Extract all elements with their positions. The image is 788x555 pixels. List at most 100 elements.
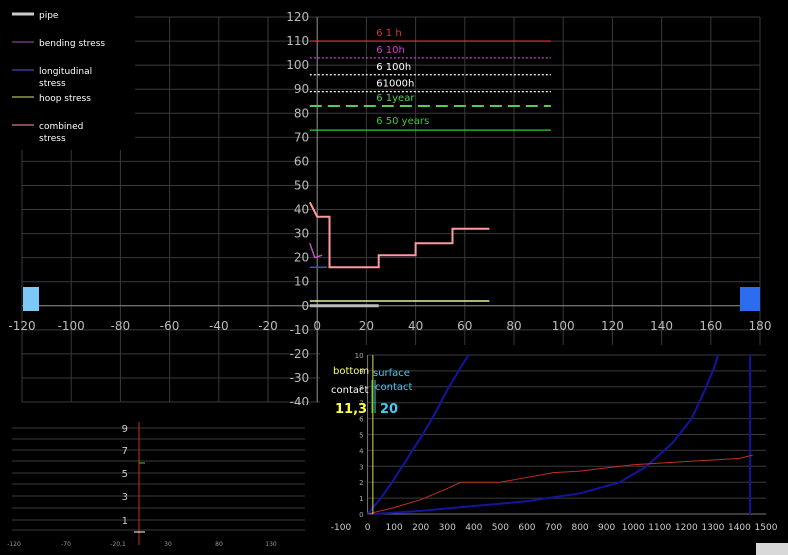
main-x-tick-label: 80 (506, 319, 521, 333)
main-x-tick-label: -40 (209, 319, 229, 333)
br-y-tick-label: 6 (359, 416, 364, 424)
sigma-line-label: 6 1year (376, 93, 415, 104)
br-series-curve-2 (372, 354, 720, 515)
sigma-line-label: 6 50 years (376, 116, 429, 127)
bl-y-tick-label: 1 (122, 516, 128, 527)
main-x-tick-label: 180 (749, 319, 772, 333)
br-x-tick-label: 1400 (728, 523, 751, 533)
legend-label: bending stress (39, 39, 105, 49)
bl-x-tick-label: 80 (215, 541, 223, 548)
br-y-tick-label: 1 (359, 495, 363, 503)
surface-contact-label: contact (375, 382, 413, 393)
main-x-tick-label: -100 (58, 319, 85, 333)
br-y-tick-label: 9 (359, 368, 363, 376)
br-y-tick-label: 10 (355, 352, 364, 360)
main-y-tick-label: 100 (286, 58, 309, 72)
main-y-tick-label: 60 (294, 154, 309, 168)
main-x-tick-label: -20 (258, 319, 278, 333)
br-x-tick-label: 1100 (648, 523, 671, 533)
br-x-tick-label: 1200 (675, 523, 698, 533)
br-series-curve-1 (366, 354, 470, 515)
br-series-red (367, 454, 753, 515)
br-x-tick-label: 600 (518, 523, 535, 533)
bl-x-tick-label: 130 (265, 541, 277, 548)
br-y-tick-label: 4 (359, 447, 364, 455)
main-y-tick-label: 50 (294, 178, 309, 192)
main-x-tick-label: 120 (601, 319, 624, 333)
bl-y-tick-label: 7 (122, 446, 128, 457)
br-y-tick-label: 0 (359, 511, 363, 519)
br-x-tick-label: 400 (465, 523, 482, 533)
main-y-tick-label: -10 (290, 323, 310, 337)
bl-x-tick-label: -120 (7, 541, 21, 548)
br-x-tick-label: 1300 (701, 523, 724, 533)
sigma-line-label: 6 10h (376, 45, 405, 56)
br-x-tick-label: -100 (331, 523, 352, 533)
bl-x-tick-label: -70 (61, 541, 71, 548)
bottom-label: bottom (333, 366, 369, 377)
br-x-tick-label: 800 (571, 523, 588, 533)
legend-label: hoop stress (39, 94, 91, 104)
main-x-tick-label: -80 (111, 319, 131, 333)
br-x-tick-label: 900 (598, 523, 615, 533)
main-y-tick-label: -30 (290, 371, 310, 385)
sigma-line-label: 61000h (376, 79, 414, 90)
main-y-tick-label: 80 (294, 106, 309, 120)
br-y-tick-label: 8 (359, 384, 363, 392)
bl-x-tick-label: 30 (164, 541, 172, 548)
main-x-tick-label: 160 (699, 319, 722, 333)
br-y-tick-label: 5 (359, 432, 363, 440)
main-x-tick-label: 20 (359, 319, 374, 333)
left-slider-handle[interactable] (23, 287, 39, 311)
br-x-tick-label: 200 (412, 523, 429, 533)
br-x-tick-label: 100 (386, 523, 403, 533)
main-y-tick-label: -20 (290, 347, 310, 361)
series-combined-stress (308, 201, 490, 269)
main-x-tick-label: 0 (313, 319, 321, 333)
br-y-tick-label: 3 (359, 463, 363, 471)
main-y-tick-label: 30 (294, 227, 309, 241)
main-x-tick-label: 140 (650, 319, 673, 333)
main-x-tick-label: -120 (8, 319, 35, 333)
br-x-tick-label: 500 (492, 523, 509, 533)
main-x-tick-label: 60 (457, 319, 472, 333)
main-x-tick-label: -60 (160, 319, 180, 333)
surface-contact-value: 20 (380, 402, 398, 417)
legend-label: stress (39, 79, 66, 89)
main-x-tick-label: 40 (408, 319, 423, 333)
legend-label: combined (39, 122, 83, 132)
br-y-tick-label: 2 (359, 479, 363, 487)
bl-y-tick-label: 9 (122, 424, 128, 435)
main-y-tick-label: 90 (294, 82, 309, 96)
surface-label: surface (373, 368, 410, 379)
bottom-contact-value: 11,3 (335, 402, 367, 417)
br-x-tick-label: 300 (439, 523, 456, 533)
contact-label: contact (331, 385, 369, 396)
main-y-tick-label: 110 (286, 34, 309, 48)
bl-x-tick-label: -20,1 (110, 541, 126, 548)
br-x-tick-label: 700 (545, 523, 562, 533)
sigma-line-label: 6 100h (376, 62, 411, 73)
bl-y-tick-label: 3 (122, 492, 128, 503)
bl-y-tick-label: 5 (122, 469, 128, 480)
main-y-tick-label: 10 (294, 275, 309, 289)
main-y-tick-label: 0 (302, 299, 310, 313)
br-x-tick-label: 1500 (755, 523, 778, 533)
right-slider-handle[interactable] (740, 287, 760, 311)
main-y-tick-label: 70 (294, 130, 309, 144)
legend-label: longitudinal (39, 67, 92, 77)
main-y-tick-label: 40 (294, 203, 309, 217)
br-x-tick-label: 0 (365, 523, 371, 533)
corner-button[interactable] (756, 543, 788, 555)
series-bending-stress (309, 242, 323, 259)
br-x-tick-label: 1000 (622, 523, 645, 533)
main-x-tick-label: 100 (552, 319, 575, 333)
main-y-tick-label: 20 (294, 251, 309, 265)
legend-label: pipe (39, 11, 59, 21)
br-y-tick-label: 7 (359, 400, 363, 408)
legend-label: stress (39, 134, 66, 144)
sigma-line-label: 6 1 h (376, 28, 401, 39)
main-y-tick-label: 120 (286, 10, 309, 24)
